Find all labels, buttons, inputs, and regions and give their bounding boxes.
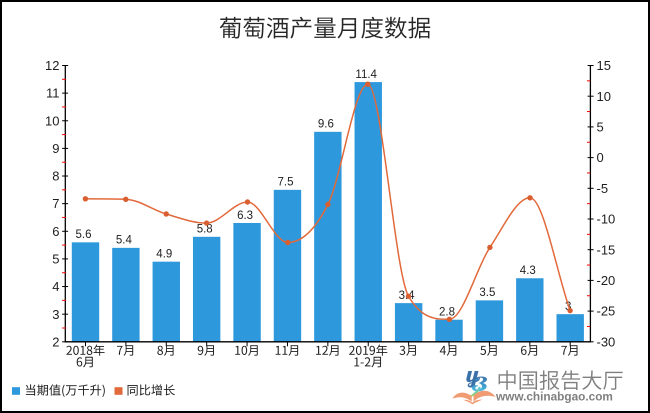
svg-text:5: 5 [597, 120, 604, 135]
svg-text:11: 11 [46, 86, 60, 101]
svg-text:4: 4 [52, 279, 59, 294]
svg-text:4.3: 4.3 [520, 265, 536, 277]
svg-text:12: 12 [45, 58, 59, 73]
svg-text:-5: -5 [597, 181, 609, 196]
svg-text:2: 2 [52, 334, 59, 349]
svg-text:7: 7 [52, 196, 59, 211]
svg-text:6: 6 [52, 224, 59, 239]
svg-text:9.6: 9.6 [318, 119, 334, 131]
svg-text:2.8: 2.8 [439, 307, 455, 319]
svg-text:-20: -20 [597, 273, 616, 288]
svg-text:11.4: 11.4 [355, 69, 377, 81]
svg-text:-30: -30 [597, 334, 616, 349]
svg-text:3.5: 3.5 [479, 287, 495, 299]
svg-text:5.6: 5.6 [76, 229, 92, 241]
svg-text:0: 0 [597, 150, 604, 165]
svg-text:5.4: 5.4 [116, 235, 133, 247]
svg-text:5.8: 5.8 [197, 224, 213, 236]
svg-text:www.chinabgao.com: www.chinabgao.com [495, 389, 613, 403]
svg-text:10: 10 [597, 89, 611, 104]
svg-text:7.5: 7.5 [278, 177, 294, 189]
svg-text:10: 10 [45, 113, 59, 128]
svg-text:5: 5 [52, 252, 59, 267]
svg-text:15: 15 [597, 58, 611, 73]
svg-text:3: 3 [52, 307, 59, 322]
svg-text:4.9: 4.9 [156, 249, 172, 261]
svg-text:-15: -15 [597, 242, 616, 257]
svg-text:9: 9 [52, 141, 59, 156]
svg-text:6.3: 6.3 [237, 210, 253, 222]
svg-text:-10: -10 [597, 212, 616, 227]
svg-text:8: 8 [52, 169, 59, 184]
svg-text:-25: -25 [597, 304, 616, 319]
